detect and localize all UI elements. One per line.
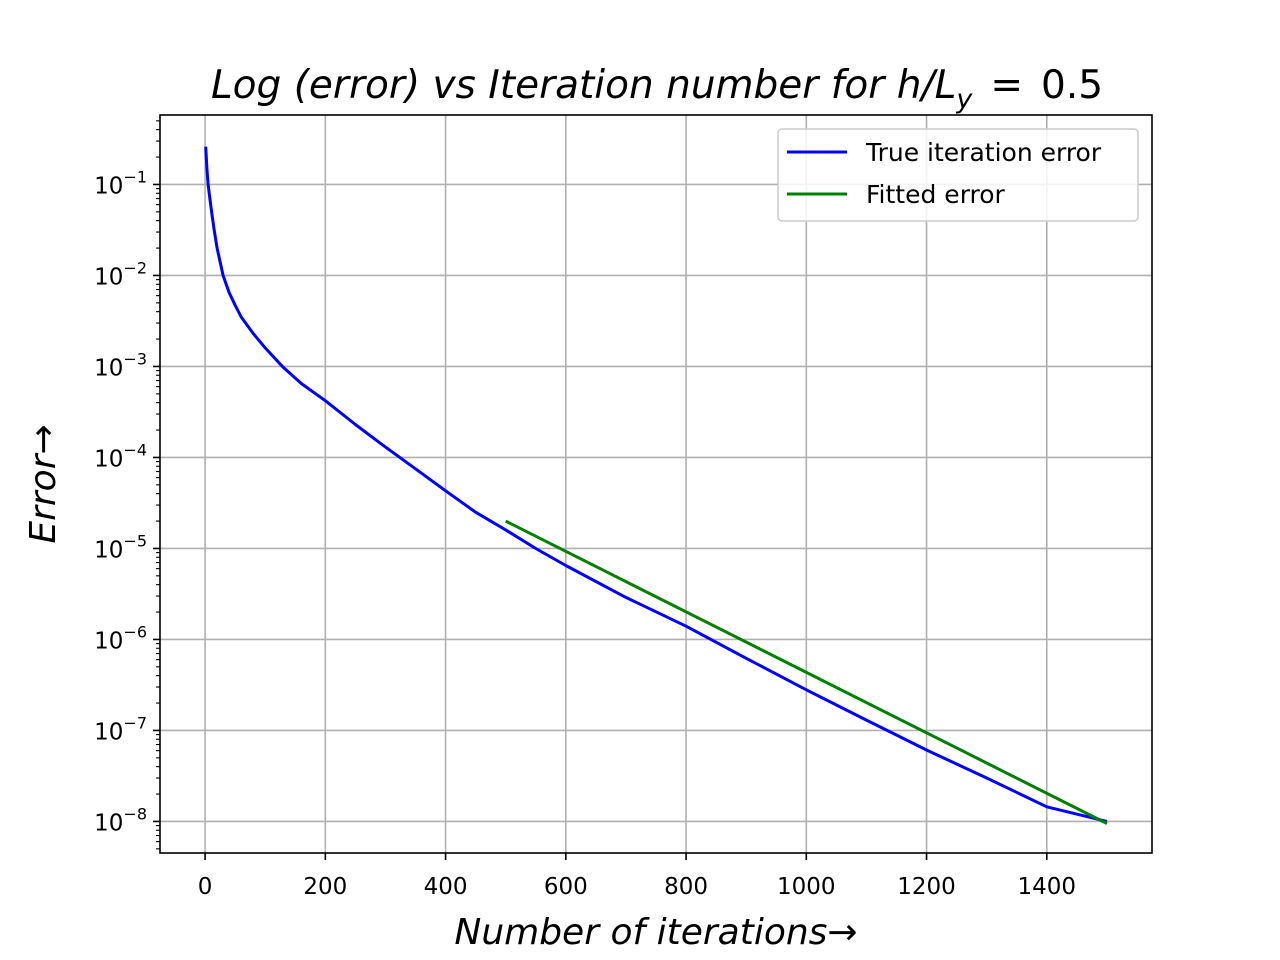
chart-title: Log (error) vs Iteration number for h/Ly… xyxy=(211,63,1103,115)
y-tick-label: 10−6 xyxy=(94,622,147,654)
title-equals: = xyxy=(990,63,1023,108)
x-axis-title: Number of iterations→ xyxy=(454,912,857,953)
x-tick-label: 800 xyxy=(664,874,708,900)
title-main: Log (error) vs Iteration number for h/L xyxy=(211,63,956,108)
legend-label-true-error: True iteration error xyxy=(865,138,1102,167)
y-tick-label: 10−3 xyxy=(94,349,147,381)
title-value: 0.5 xyxy=(1041,63,1103,108)
x-tick-label: 0 xyxy=(198,874,213,900)
series-fitted-error xyxy=(505,519,1108,825)
y-axis: 10−1 10−2 10−3 10−4 10−5 10−6 10−7 10−8 xyxy=(94,120,160,850)
legend: True iteration error Fitted error xyxy=(777,128,1139,222)
x-axis: 0 200 400 600 800 1000 1200 1400 xyxy=(198,853,1076,900)
y-tick-label: 10−8 xyxy=(94,804,147,836)
y-tick-label: 10−7 xyxy=(94,713,147,745)
series-layer xyxy=(204,146,1108,825)
legend-label-fitted-error: Fitted error xyxy=(866,180,1006,209)
title-subscript: y xyxy=(955,84,973,115)
x-tick-label: 400 xyxy=(424,874,468,900)
x-tick-label: 600 xyxy=(544,874,588,900)
y-tick-label: 10−1 xyxy=(94,167,147,199)
plot-frame xyxy=(159,114,1153,854)
y-tick-label: 10−2 xyxy=(94,258,147,290)
y-axis-title: Error→ xyxy=(23,424,64,543)
grid xyxy=(160,115,1152,853)
legend-box xyxy=(777,128,1139,222)
y-tick-label: 10−4 xyxy=(94,440,147,472)
x-tick-label: 200 xyxy=(303,874,347,900)
series-true-iteration-error xyxy=(204,146,1108,823)
y-tick-label: 10−5 xyxy=(94,531,147,563)
x-tick-label: 1000 xyxy=(777,874,836,900)
x-tick-label: 1400 xyxy=(1018,874,1077,900)
x-tick-label: 1200 xyxy=(897,874,956,900)
